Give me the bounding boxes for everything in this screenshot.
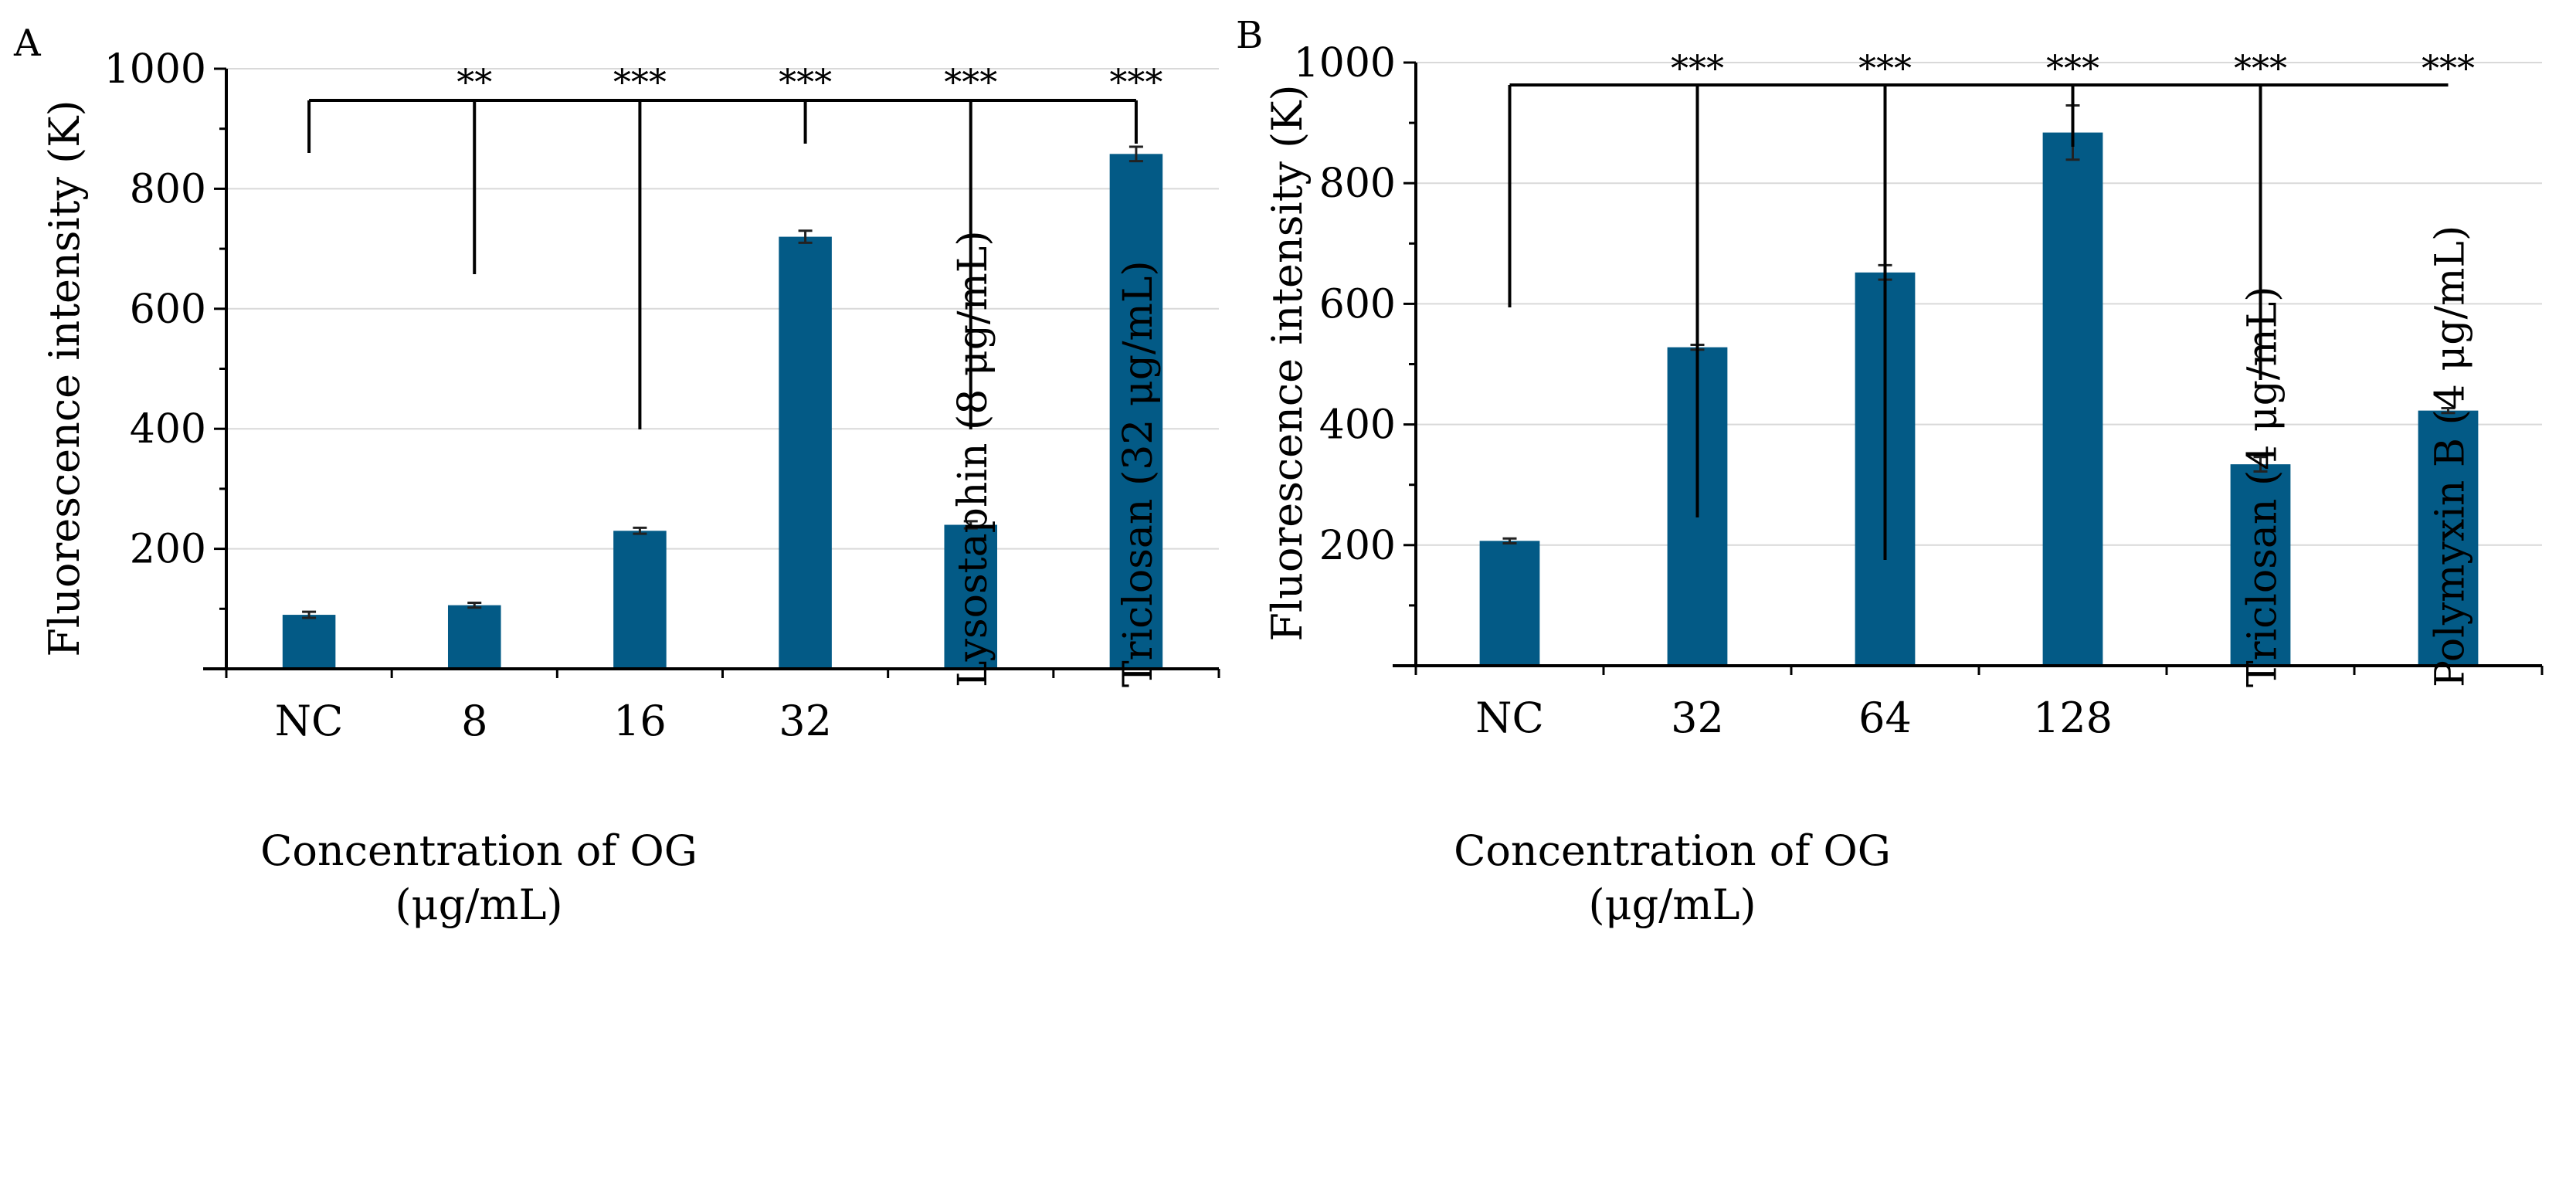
panel-b-significance-label: *** — [2422, 47, 2475, 89]
panel-b-bar — [1479, 541, 1540, 666]
panel-a-bar — [1109, 154, 1163, 670]
panel-a-category-label: 8 — [461, 697, 487, 745]
panel-a-bar — [613, 531, 667, 669]
panel-a-significance-label: *** — [613, 61, 667, 103]
panel-b-bar — [2230, 464, 2291, 666]
panel-b-significance-label: *** — [2046, 47, 2099, 89]
panel-b-x-axis-label-line2: (μg/mL) — [1588, 880, 1756, 929]
panel-a-bar — [779, 236, 832, 669]
panel-a-label: A — [13, 22, 42, 65]
panel-b-y-tick-label: 600 — [1319, 281, 1396, 327]
panel-a-x-axis-label-line2: (μg/mL) — [395, 880, 562, 929]
panel-a-y-tick-label: 200 — [130, 527, 206, 573]
panel-a-significance-label: *** — [779, 61, 832, 103]
panel-a-y-tick-label: 800 — [130, 166, 206, 212]
panel-b-category-label: Polymyxin B (4 μg/mL) — [2428, 226, 2474, 687]
panel-a-category-label: NC — [275, 697, 344, 745]
panel-a-significance-label: *** — [944, 61, 997, 103]
panel-a-bar — [282, 615, 336, 669]
panel-a-significance-label: *** — [1109, 61, 1162, 103]
panel-a-y-tick-label: 1000 — [104, 46, 206, 93]
panel-b-y-tick-label: 1000 — [1294, 40, 1396, 86]
panel-b-category-label: 32 — [1671, 694, 1724, 742]
panel-b-category-label: Triclosan (4 μg/mL) — [2240, 286, 2286, 687]
panel-b-significance-label: *** — [1671, 47, 1724, 89]
panel-b-label: B — [1236, 14, 1263, 57]
panel-a-x-axis-label-line1: Concentration of OG — [260, 826, 697, 875]
panel-a-y-tick-label: 400 — [130, 406, 206, 453]
panel-b-bar — [2418, 410, 2479, 666]
panel-a-category-label: 16 — [613, 697, 667, 745]
panel-a-significance-label: ** — [456, 61, 492, 103]
panel-a-bar — [447, 605, 501, 669]
panel-a-y-tick-label: 600 — [130, 287, 206, 333]
panel-a-category-label: Triclosan (32 μg/mL) — [1115, 260, 1162, 687]
panel-b-category-label: NC — [1475, 694, 1544, 742]
panel-a-category-label: Lysostaphin (8 μg/mL) — [950, 230, 996, 687]
panel-b-significance-label: *** — [1858, 47, 1912, 89]
panel-b-bar — [2042, 132, 2103, 666]
panel-b-y-tick-label: 800 — [1319, 161, 1396, 207]
panel-b-significance-label: *** — [2234, 47, 2287, 89]
panel-b: B Fluorescence intensity (K) Concentrati… — [1236, 14, 2544, 929]
panel-a-y-axis-label: Fluorescence intensity (K) — [40, 100, 89, 656]
panel-b-category-label: 128 — [2033, 694, 2113, 742]
panel-b-category-label: 64 — [1858, 694, 1912, 742]
panel-b-y-axis-label: Fluorescence intensity (K) — [1263, 84, 1312, 641]
panel-b-y-tick-label: 200 — [1319, 523, 1396, 569]
panel-b-x-axis-label-line1: Concentration of OG — [1454, 826, 1891, 875]
panel-b-y-tick-label: 400 — [1319, 402, 1396, 449]
panel-a-bar — [944, 524, 998, 669]
panel-a: A Fluorescence intensity (K) Concentrati… — [13, 22, 1220, 929]
panel-a-category-label: 32 — [779, 697, 832, 745]
